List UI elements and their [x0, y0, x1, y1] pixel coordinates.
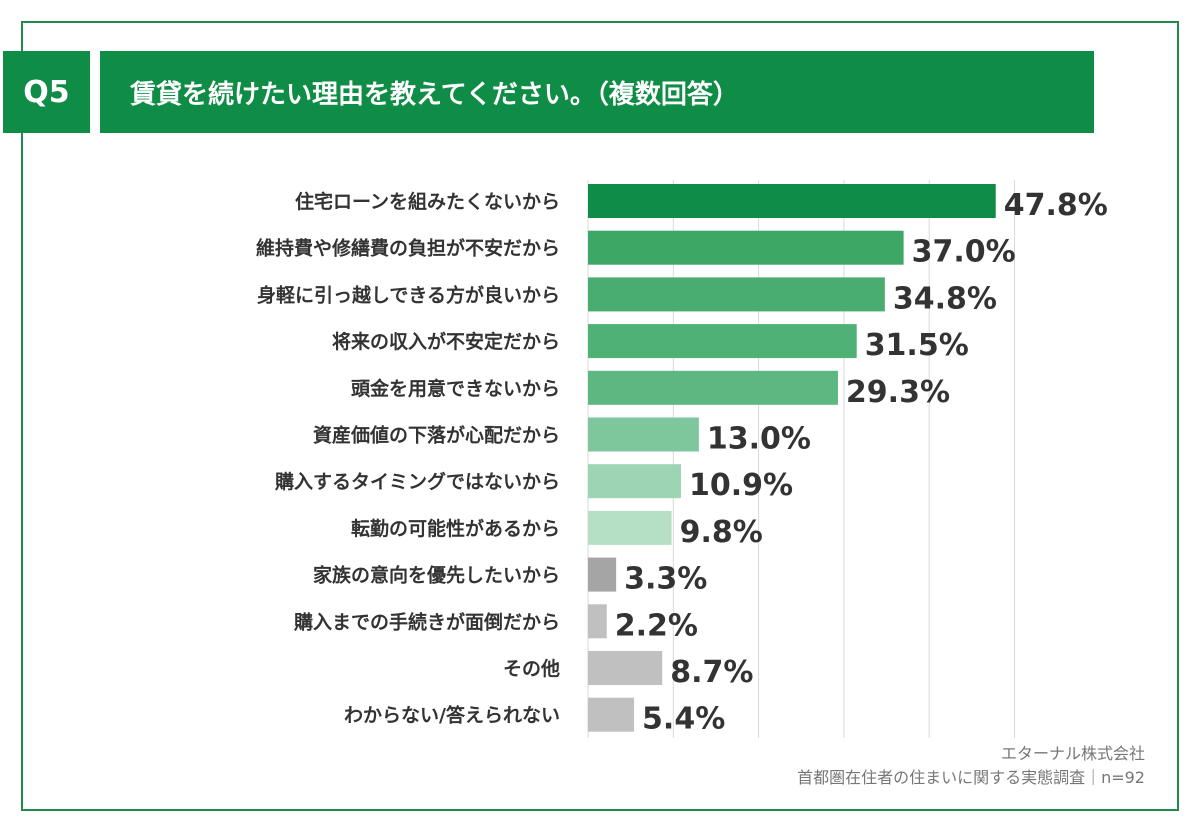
category-label: 頭金を用意できないから — [351, 377, 560, 400]
value-label: 8.7% — [670, 655, 753, 690]
value-label: 9.8% — [680, 515, 763, 550]
value-label: 5.4% — [642, 702, 725, 737]
bar — [588, 277, 885, 312]
bar — [588, 464, 681, 499]
value-label: 29.3% — [846, 375, 950, 410]
category-label: 購入までの手続きが面倒だから — [294, 610, 560, 633]
value-label: 34.8% — [893, 281, 997, 316]
bar — [588, 510, 672, 545]
footer-company: エターナル株式会社 — [1000, 744, 1145, 763]
category-label: 購入するタイミングではないから — [275, 470, 560, 493]
category-label: 将来の収入が不安定だから — [332, 330, 560, 353]
bar — [588, 417, 699, 452]
bar — [588, 697, 635, 732]
category-label: 家族の意向を優先したいから — [313, 564, 560, 587]
value-label: 37.0% — [912, 235, 1016, 270]
bar — [588, 324, 857, 359]
category-label: その他 — [503, 657, 560, 680]
footer-survey: 首都圏在住者の住まいに関する実態調査｜n=92 — [797, 768, 1145, 787]
footer: エターナル株式会社 首都圏在住者の住まいに関する実態調査｜n=92 — [797, 742, 1145, 790]
value-label: 31.5% — [865, 328, 969, 363]
value-label: 2.2% — [615, 608, 698, 643]
category-label: 住宅ローンを組みたくないから — [295, 190, 560, 213]
value-label: 3.3% — [624, 562, 707, 597]
chart-title: 賃貸を続けたい理由を教えてください。（複数回答） — [100, 51, 1094, 133]
question-number: Q5 — [3, 51, 90, 133]
category-label: わからない/答えられない — [344, 704, 560, 727]
bar — [588, 370, 838, 405]
value-label: 10.9% — [689, 468, 793, 503]
bar — [588, 230, 904, 265]
category-label: 転勤の可能性があるから — [351, 517, 560, 540]
value-label: 47.8% — [1004, 188, 1108, 223]
category-label: 維持費や修繕費の負担が不安だから — [256, 237, 560, 260]
category-label: 資産価値の下落が心配だから — [313, 424, 560, 447]
category-label: 身軽に引っ越しできる方が良いから — [257, 283, 560, 306]
bar — [588, 604, 607, 639]
bar — [588, 557, 617, 592]
figure-frame — [21, 21, 1179, 811]
bar — [588, 651, 663, 685]
value-label: 13.0% — [707, 422, 811, 457]
bar — [588, 184, 996, 218]
